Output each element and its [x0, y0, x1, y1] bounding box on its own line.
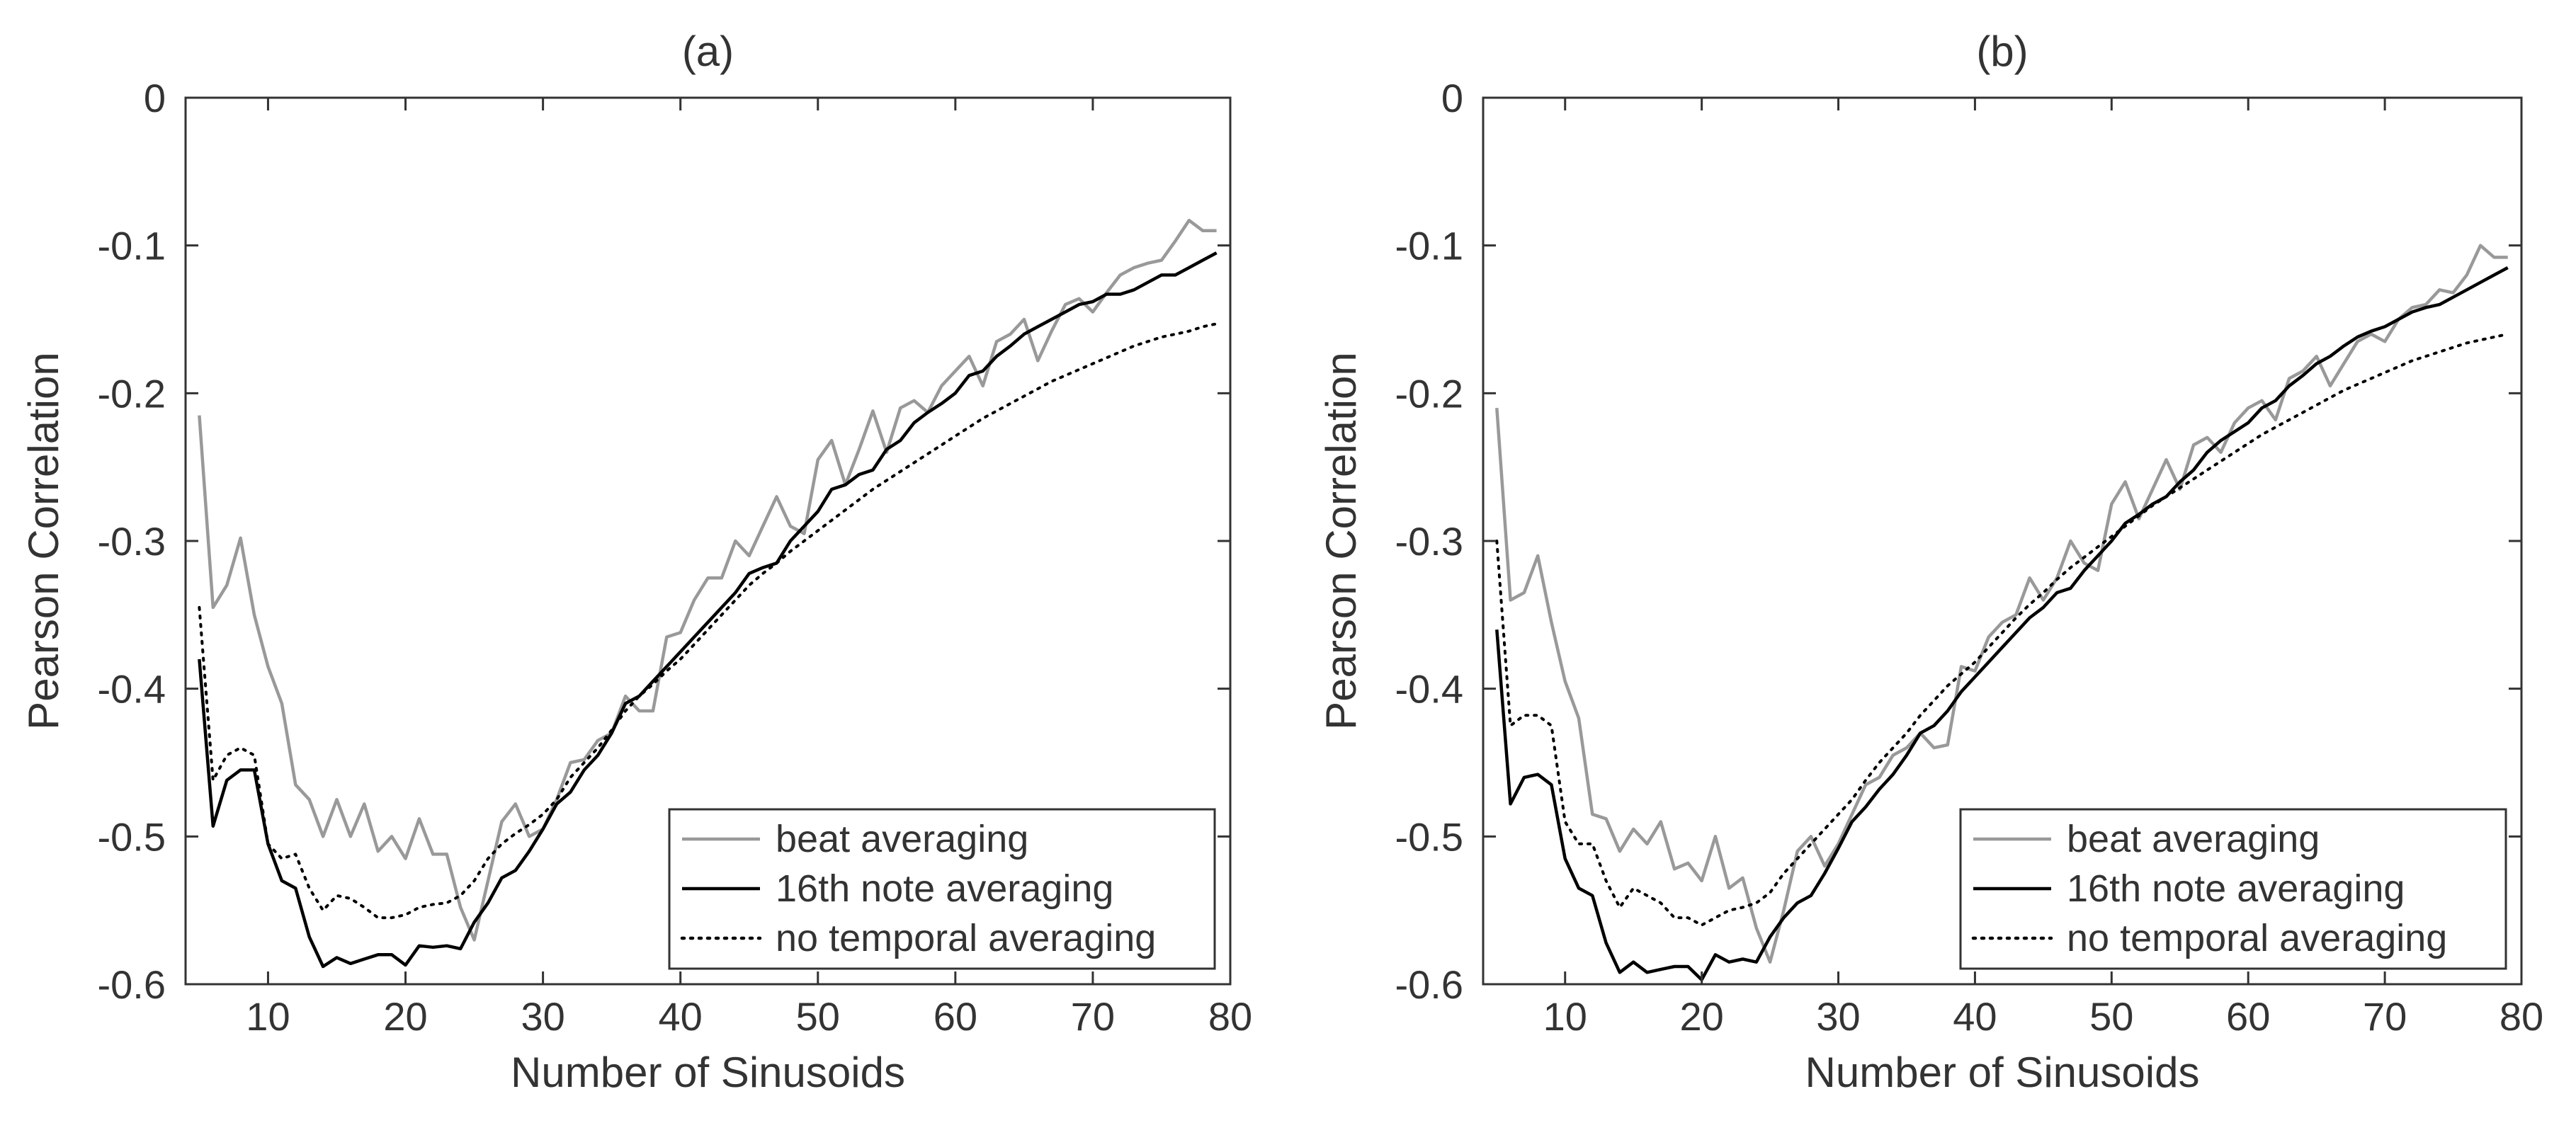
- y-tick-label: -0.2: [98, 371, 166, 416]
- y-tick-label: -0.2: [1395, 371, 1464, 416]
- x-tick-label: 50: [2089, 994, 2133, 1039]
- x-tick-label: 80: [2500, 994, 2543, 1039]
- legend: beat averaging 16th note averaging no temp…: [1959, 808, 2507, 970]
- y-axis-label: Pearson Correlation: [1317, 352, 1365, 730]
- series-line-2: [198, 251, 1218, 969]
- x-tick-label: 40: [659, 994, 703, 1039]
- chart-a: 10 20 30 40 50 60 70 80 0 -0.1 -0.2 -0.3 -0.4 -0.5 -0.…: [20, 28, 1252, 1096]
- y-tick-label: -0.3: [98, 519, 166, 564]
- x-tick-label: 30: [521, 994, 564, 1039]
- series-line-1: [1495, 244, 2508, 964]
- legend-label-2: 16th note averaging: [2067, 867, 2405, 910]
- legend-label-3: no temporal averaging: [2067, 917, 2447, 959]
- x-tick-label: 20: [1679, 994, 1723, 1039]
- y-tick-label: 0: [144, 76, 166, 120]
- series-line-2: [1495, 266, 2509, 981]
- x-axis-label: Number of Sinusoids: [511, 1049, 905, 1096]
- y-tick-label: 0: [1441, 76, 1463, 120]
- y-tick-label: -0.6: [1395, 962, 1464, 1007]
- x-axis-label: Number of Sinusoids: [1805, 1049, 2200, 1096]
- y-tick-label: -0.5: [1395, 814, 1464, 859]
- legend-box: [668, 808, 1216, 970]
- x-tick-label: 30: [1816, 994, 1860, 1039]
- y-tick-label: -0.1: [98, 224, 166, 268]
- y-tick-label: -0.6: [98, 962, 166, 1007]
- x-tick-label: 80: [1208, 994, 1252, 1039]
- legend-label-3: no temporal averaging: [776, 917, 1156, 959]
- legend: beat averaging 16th note averaging no temp…: [668, 808, 1216, 970]
- chart-title: (b): [1976, 28, 2028, 75]
- x-tick-label: 50: [796, 994, 840, 1039]
- x-tick-label: 60: [934, 994, 977, 1039]
- x-tick-label: 20: [383, 994, 427, 1039]
- series-line-3: [1495, 332, 2509, 927]
- y-tick-label: -0.4: [98, 667, 166, 712]
- legend-label-2: 16th note averaging: [776, 867, 1113, 910]
- legend-label-1: beat averaging: [776, 818, 1028, 860]
- series-line-3: [198, 322, 1218, 920]
- y-tick-label: -0.1: [1395, 224, 1464, 268]
- legend-label-1: beat averaging: [2067, 818, 2320, 860]
- y-axis-label: Pearson Correlation: [20, 352, 67, 730]
- x-tick-label: 10: [1543, 994, 1587, 1039]
- y-tick-label: -0.4: [1395, 667, 1464, 712]
- legend-box: [1959, 808, 2507, 970]
- x-tick-label: 10: [246, 994, 290, 1039]
- chart-title: (a): [682, 28, 734, 75]
- y-tick-label: -0.5: [98, 814, 166, 859]
- y-tick-label: -0.3: [1395, 519, 1464, 564]
- series-line-1: [198, 218, 1217, 942]
- x-tick-label: 60: [2226, 994, 2270, 1039]
- x-tick-label: 70: [1071, 994, 1115, 1039]
- chart-b: 10 20 30 40 50 60 70 80 0 -0.1 -0.2 -0.3 -0.4 -0.5 -0.…: [1317, 28, 2543, 1096]
- x-tick-label: 70: [2363, 994, 2407, 1039]
- x-tick-label: 40: [1953, 994, 1997, 1039]
